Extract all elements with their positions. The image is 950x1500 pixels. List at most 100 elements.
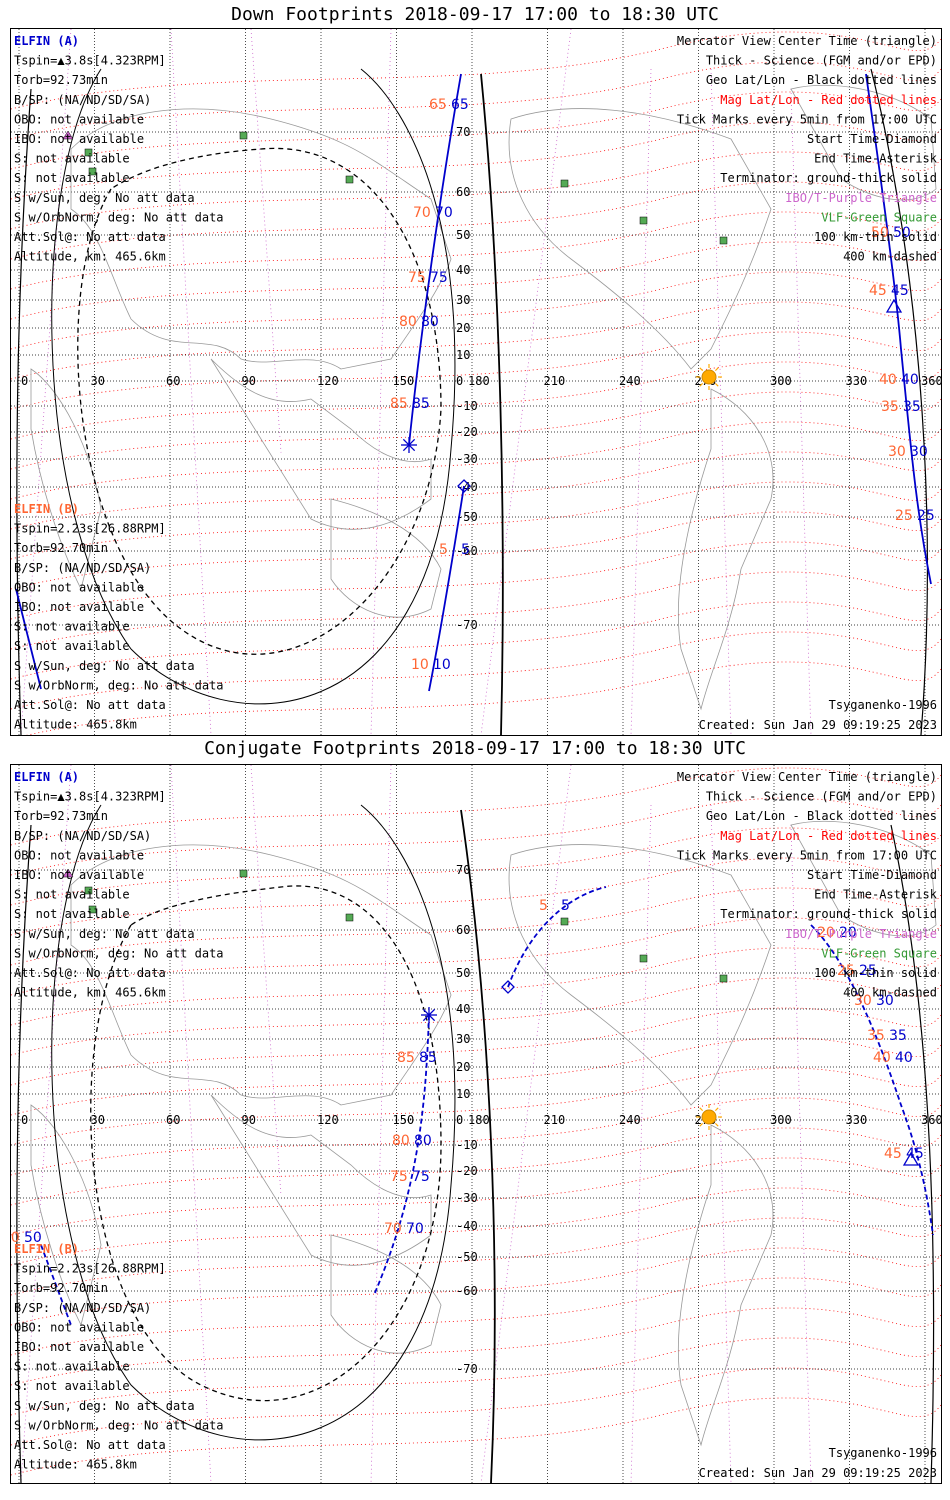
vlf-green-square [560,179,569,188]
elfin-a-info-line: S: not available [14,888,130,902]
legend-line: Tick Marks every 5min from 17:00 UTC [677,112,937,126]
mag-lat-line [11,887,941,966]
vlf-green-square [639,954,648,963]
lon-tick-label: 330 [846,1113,868,1127]
continent-outline [30,368,102,591]
lat-tick-label: -20 [456,1164,478,1178]
track-time-label-a: 20 [839,925,857,941]
lon-tick-label: 150 [393,1113,415,1127]
legend-line: Terminator: ground-thick solid [720,171,937,185]
mag-lat-line [11,91,941,170]
elfin-a-info-line: OBO: not available [14,112,144,126]
vlf-green-square [719,974,728,983]
lat-tick-label: 0 [456,374,463,388]
elfin-a-info-line: S w/Sun, deg: No att data [14,927,195,941]
lat-tick-label: -30 [456,452,478,466]
elfin-a-info-line: Altitude, km: 465.6km [14,250,166,264]
elfin-a-info-line: S: not available [14,152,130,166]
track-time-label-b: 40 [873,1050,891,1066]
track-time-label-b: 65 [429,97,447,113]
track-time-label-b: 20 [817,925,835,941]
mag-lat-line [11,947,941,1026]
lat-tick-label: -20 [456,425,478,439]
model-label: Tsyganenko-1996 [829,1446,937,1460]
elfin-b-info-line: S w/Sun, deg: No att data [14,659,195,673]
track-time-label-a: 35 [903,399,921,415]
elfin-b-info-line: Torb=92.70min [14,1281,108,1295]
center-triangle-marker [902,1151,920,1166]
lat-tick-label: -30 [456,1191,478,1205]
continent-outline [70,108,452,370]
lon-tick-label: 60 [166,1113,180,1127]
mag-lat-line [11,121,941,200]
mag-lat-line [11,1247,941,1326]
legend-line: VLF-Green Square [821,210,937,224]
track-time-label-a: 50 [24,1230,42,1246]
elfin-a-info-line: B/SP: (NA/ND/SD/SA) [14,93,151,107]
created-label: Created: Sun Jan 29 09:19:25 2023 [699,718,937,732]
track-time-label-b: 80 [399,314,417,330]
lon-tick-label: 150 [393,374,415,388]
lon-tick-label: 30 [91,374,105,388]
elfin-b-info-line: ELFIN (B) [14,1242,79,1256]
orbit-100km-curve [51,804,456,1441]
mag-lat-line [11,361,941,440]
mag-lat-line [11,1367,941,1446]
terminator-curve [16,824,32,1483]
mag-lat-line [11,31,941,110]
mag-lon-line [630,68,652,735]
legend-line: Mag Lat/Lon - Red dotted lines [720,93,937,107]
lon-tick-label: 300 [770,1113,792,1127]
elfin-b-info-line: S: not available [14,1379,130,1393]
mag-lat-line [11,151,941,230]
elfin-b-track-left [40,1244,72,1326]
mag-lon-line [250,29,282,453]
start-diamond-marker [501,980,515,994]
continent-outline [70,844,452,1106]
elfin-b-info-line: Att.Sol@: No att data [14,698,166,712]
track-time-label-b: 40 [879,372,897,388]
track-time-label-b: 25 [837,963,855,979]
elfin-b-info-line: B/SP: (NA/ND/SD/SA) [14,1301,151,1315]
mag-lat-line [11,1397,941,1476]
legend-line: IBO/T-Purple Triangle [785,191,937,205]
elfin-b-info-line: S w/OrbNorm, deg: No att data [14,1418,224,1432]
vlf-green-square [345,175,354,184]
elfin-a-info-line: S w/Sun, deg: No att data [14,191,195,205]
vlf-green-square [88,905,97,914]
lon-tick-label: 240 [619,1113,641,1127]
end-asterisk-marker [422,1008,436,1022]
lat-tick-label: -50 [456,510,478,524]
sun-ray [714,382,719,387]
vlf-green-square [88,167,97,176]
mag-lat-line [11,1127,941,1206]
vlf-green-square [639,216,648,225]
track-time-label-a: 45 [891,283,909,299]
lon-tick-label: 300 [770,374,792,388]
lat-tick-label: 10 [456,348,470,362]
terminator-curve [460,809,496,1483]
track-time-label-b: 30 [854,993,872,1009]
legend-line: Geo Lat/Lon - Black dotted lines [706,73,937,87]
track-time-label-b: 45 [884,1146,902,1162]
panel-conjugate-footprints: 0306090120150180210240270300330360706050… [10,764,942,1484]
mag-lat-line [11,571,941,650]
mag-lat-line [11,1337,941,1416]
track-time-label-b: 30 [888,444,906,460]
lon-tick-label: 90 [242,1113,256,1127]
mag-lat-line [11,1007,941,1086]
elfin-b-info-line: OBO: not available [14,1320,144,1334]
lat-tick-label: 50 [456,228,470,242]
elfin-a-info-line: Torb=92.73min [14,73,108,87]
lon-tick-label: 180 [468,1113,490,1127]
elfin-a-info-line: IBO: not available [14,132,144,146]
legend-line: End Time-Asterisk [814,152,938,166]
ibo-purple-triangle [62,868,74,878]
sun-ray [714,1122,719,1127]
track-time-label-a: 25 [859,963,877,979]
continent-outline [508,108,772,370]
orbit-400km-curve [77,147,442,655]
legend-line: 100 km-thin solid [814,230,937,244]
continent-outline [790,820,937,937]
track-time-label-a: 80 [414,1133,432,1149]
